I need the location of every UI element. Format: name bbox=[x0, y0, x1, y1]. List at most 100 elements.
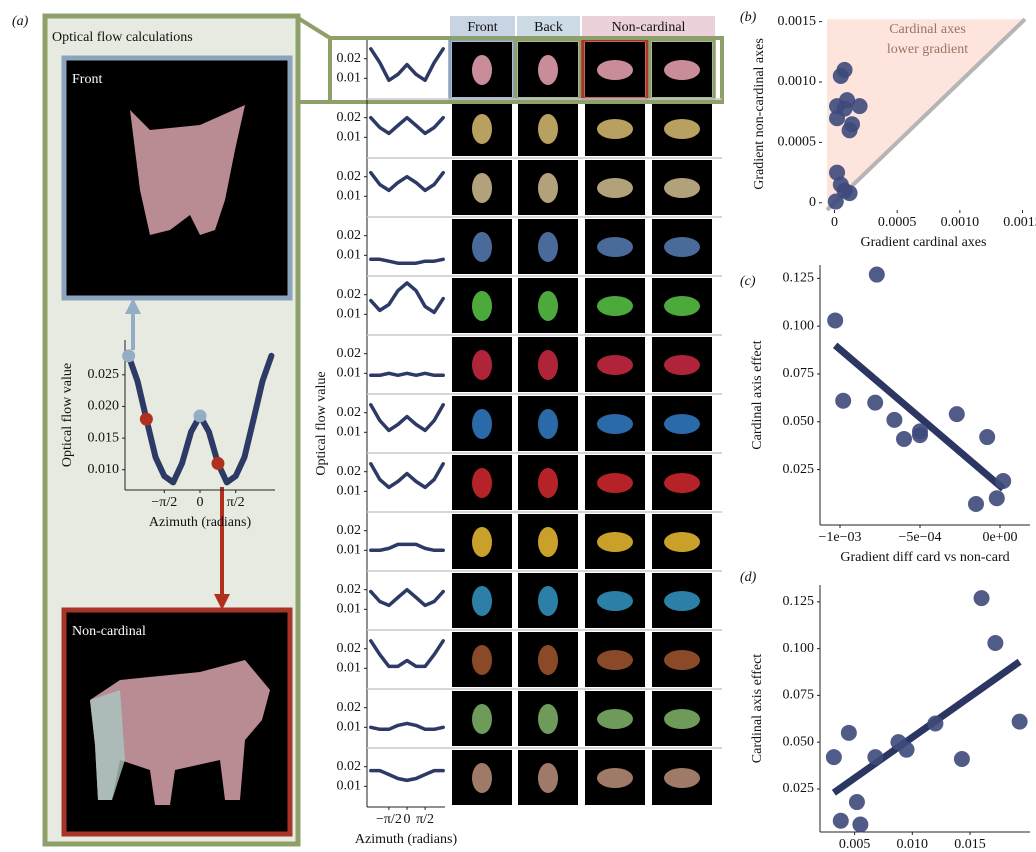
marker bbox=[194, 409, 207, 422]
object bbox=[538, 291, 558, 321]
object bbox=[664, 355, 700, 375]
y-tick-label: 0.050 bbox=[783, 734, 815, 749]
point bbox=[852, 98, 868, 114]
y-tick-label: 0.050 bbox=[783, 414, 815, 429]
y-tick-label: 0 bbox=[809, 195, 816, 210]
y-tick-label: 0.02 bbox=[337, 110, 362, 125]
annotation: lower gradient bbox=[887, 42, 968, 57]
fit-line bbox=[835, 345, 1003, 488]
point bbox=[833, 813, 849, 829]
y-tick-label: 0.01 bbox=[337, 484, 362, 499]
object bbox=[664, 237, 700, 257]
curve bbox=[371, 544, 443, 550]
x-tick-label: −1e−03 bbox=[818, 530, 861, 545]
point bbox=[886, 412, 902, 428]
x-axis-label: Azimuth (radians) bbox=[355, 832, 458, 847]
y-axis-label: Optical flow value bbox=[314, 371, 329, 475]
x-axis-label: Gradient cardinal axes bbox=[861, 235, 987, 250]
y-tick-label: 0.025 bbox=[88, 367, 120, 382]
y-tick-label: 0.01 bbox=[337, 130, 362, 145]
object bbox=[597, 355, 633, 375]
y-tick-label: 0.02 bbox=[337, 523, 362, 538]
point bbox=[995, 473, 1011, 489]
curve bbox=[371, 771, 443, 781]
x-tick-label: 0.0015 bbox=[1003, 215, 1036, 230]
x-tick-label: π/2 bbox=[227, 495, 245, 510]
curve bbox=[371, 590, 443, 606]
point bbox=[968, 496, 984, 512]
y-tick-label: 0.02 bbox=[337, 700, 362, 715]
curve bbox=[371, 259, 443, 263]
point bbox=[954, 751, 970, 767]
object bbox=[597, 119, 633, 139]
point bbox=[974, 590, 990, 606]
object bbox=[597, 591, 633, 611]
object bbox=[664, 296, 700, 316]
y-tick-label: 0.02 bbox=[337, 759, 362, 774]
curve bbox=[371, 283, 443, 313]
y-tick-label: 0.02 bbox=[337, 641, 362, 656]
y-tick-label: 0.01 bbox=[337, 71, 362, 86]
y-tick-label: 0.01 bbox=[337, 779, 362, 794]
x-tick-label: 0e+00 bbox=[982, 530, 1017, 545]
y-tick-label: 0.015 bbox=[88, 430, 120, 445]
point bbox=[842, 185, 858, 201]
noncardinal-label: Non-cardinal bbox=[72, 624, 146, 639]
y-tick-label: 0.010 bbox=[88, 462, 120, 477]
x-tick-label: −5e−04 bbox=[898, 530, 941, 545]
point bbox=[949, 406, 965, 422]
x-axis-label: Gradient diff card vs non-card bbox=[840, 550, 1009, 565]
point bbox=[987, 635, 1003, 651]
point bbox=[837, 62, 853, 78]
point bbox=[869, 267, 885, 283]
y-tick-label: 0.100 bbox=[783, 318, 815, 333]
x-tick-label: 0 bbox=[404, 812, 411, 827]
object bbox=[538, 527, 558, 557]
front-label: Front bbox=[72, 72, 102, 87]
point bbox=[844, 116, 860, 132]
object bbox=[538, 468, 558, 498]
point bbox=[867, 749, 883, 765]
y-tick-label: 0.01 bbox=[337, 189, 362, 204]
object bbox=[597, 709, 633, 729]
y-tick-label: 0.02 bbox=[337, 228, 362, 243]
annotation: Cardinal axes bbox=[889, 22, 966, 37]
object bbox=[664, 591, 700, 611]
object bbox=[472, 645, 492, 675]
object bbox=[597, 178, 633, 198]
y-tick-label: 0.0005 bbox=[778, 135, 817, 150]
y-tick-label: 0.125 bbox=[783, 271, 815, 286]
x-tick-label: 0.0005 bbox=[878, 215, 917, 230]
y-tick-label: 0.100 bbox=[783, 641, 815, 656]
object bbox=[597, 414, 633, 434]
y-tick-label: 0.02 bbox=[337, 169, 362, 184]
y-tick-label: 0.01 bbox=[337, 425, 362, 440]
object bbox=[664, 178, 700, 198]
point bbox=[841, 725, 857, 741]
object bbox=[538, 350, 558, 380]
curve bbox=[371, 723, 443, 729]
object bbox=[538, 645, 558, 675]
curve bbox=[371, 173, 443, 191]
object bbox=[472, 291, 492, 321]
point bbox=[828, 194, 844, 210]
object bbox=[597, 650, 633, 670]
y-tick-label: 0.02 bbox=[337, 346, 362, 361]
y-tick-label: 0.01 bbox=[337, 307, 362, 322]
object bbox=[538, 704, 558, 734]
object bbox=[472, 586, 492, 616]
y-tick-label: 0.01 bbox=[337, 661, 362, 676]
y-tick-label: 0.02 bbox=[337, 405, 362, 420]
object bbox=[472, 527, 492, 557]
object bbox=[472, 704, 492, 734]
object bbox=[472, 409, 492, 439]
point bbox=[989, 490, 1005, 506]
y-tick-label: 0.01 bbox=[337, 602, 362, 617]
object bbox=[664, 473, 700, 493]
point bbox=[1012, 714, 1028, 730]
panel-label: (c) bbox=[740, 274, 756, 289]
object bbox=[538, 173, 558, 203]
y-tick-label: 0.02 bbox=[337, 582, 362, 597]
object bbox=[472, 468, 492, 498]
x-tick-label: 0.010 bbox=[897, 837, 929, 852]
